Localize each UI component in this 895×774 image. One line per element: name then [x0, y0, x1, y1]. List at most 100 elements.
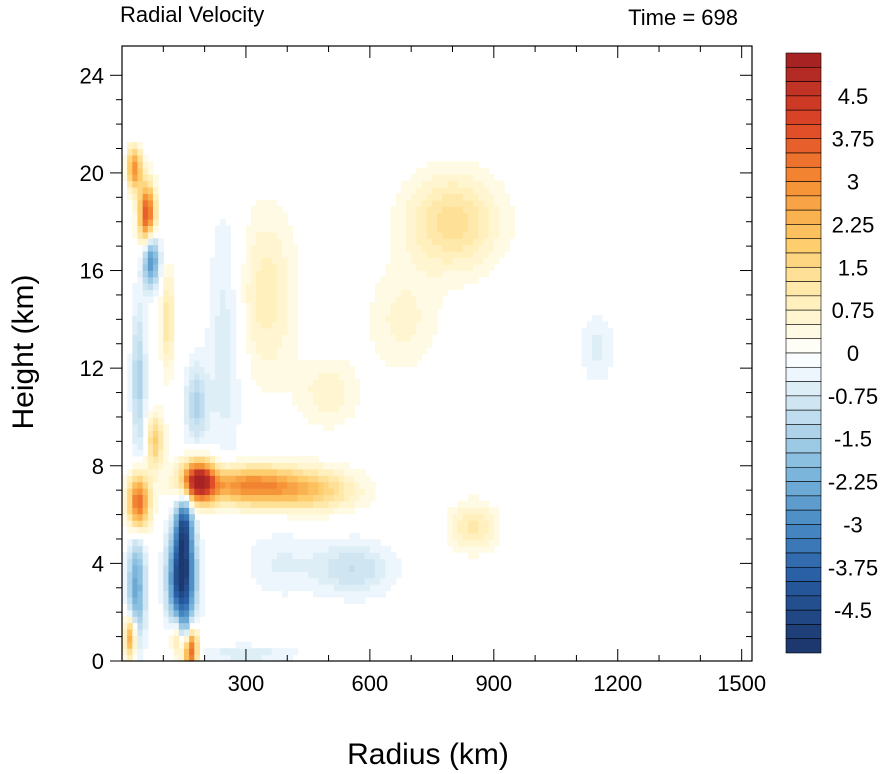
- heat-cell-82: [132, 590, 139, 598]
- heat-cell-1074: [251, 257, 257, 265]
- heat-cell-1277: [271, 199, 278, 207]
- heat-cell-1312: [276, 295, 283, 303]
- heat-cell-1073: [251, 263, 257, 271]
- heat-cell-1669: [333, 545, 340, 553]
- heat-cell-2501: [586, 353, 593, 361]
- heat-cell-1016: [245, 475, 252, 483]
- heat-cell-824: [214, 353, 221, 361]
- heat-cell-766: [209, 481, 216, 489]
- heat-cell-2490: [509, 212, 516, 220]
- heat-cell-2201: [442, 206, 448, 214]
- heat-cell-730: [204, 654, 211, 662]
- heat-cell-561: [183, 628, 190, 636]
- heat-cell-31: [127, 628, 133, 636]
- heat-cell-1686: [333, 372, 340, 380]
- heat-cell-505: [173, 590, 180, 598]
- heat-cell-555: [178, 462, 185, 470]
- heat-cell-873: [220, 327, 226, 335]
- heat-cell-1052: [251, 475, 257, 483]
- heat-cell-1036: [245, 244, 252, 252]
- heat-cell-1914: [390, 315, 397, 323]
- heat-cell-356: [152, 238, 159, 246]
- heat-cell-1808: [364, 577, 371, 585]
- heat-cell-1261: [271, 302, 278, 310]
- heat-cell-1761: [349, 411, 355, 419]
- heat-cell-560: [183, 635, 190, 643]
- heat-cell-812: [214, 430, 221, 438]
- heat-cell-602: [189, 648, 195, 656]
- heat-cell-1743: [349, 596, 355, 604]
- heat-cell-777: [209, 398, 216, 406]
- heat-cell-1376: [287, 654, 294, 662]
- heat-cell-235: [142, 552, 149, 560]
- heat-cell-1465: [292, 251, 299, 259]
- heat-cell-1179: [266, 654, 273, 662]
- heat-cell-2258: [452, 180, 459, 188]
- heat-cell-1217: [266, 263, 273, 271]
- heat-cell-75: [132, 641, 139, 649]
- heat-cell-1987: [400, 199, 407, 207]
- heat-cell-1279: [276, 648, 283, 656]
- heat-cell-2109: [426, 340, 433, 348]
- heat-cell-1213: [266, 289, 273, 297]
- heat-cell-867: [220, 366, 226, 374]
- heat-cell-2473: [498, 206, 505, 214]
- heat-cell-638: [189, 404, 195, 412]
- heat-cell-530: [178, 622, 185, 630]
- heat-cell-284: [142, 186, 149, 194]
- heat-cell-1383: [287, 552, 294, 560]
- heat-cell-1363: [282, 289, 288, 297]
- heat-cell-1945: [395, 295, 402, 303]
- heat-cell-2257: [452, 186, 459, 194]
- heat-cell-1957: [395, 218, 402, 226]
- heat-cell-219: [137, 148, 144, 156]
- heat-cell-2342: [467, 180, 474, 188]
- heat-cell-394: [158, 315, 164, 323]
- heat-cell-858: [220, 423, 226, 431]
- heat-cell-1389: [287, 500, 294, 508]
- heat-cell-973: [235, 641, 242, 649]
- heat-cell-455: [168, 609, 175, 617]
- heat-cell-1414: [287, 276, 294, 284]
- heat-cell-27: [127, 654, 133, 662]
- heat-cell-1429: [292, 552, 299, 560]
- heat-cell-916: [225, 347, 232, 355]
- heat-cell-750: [204, 385, 211, 393]
- heat-cell-989: [235, 379, 242, 387]
- heat-cell-263: [142, 321, 149, 329]
- heat-cell-698: [199, 577, 206, 585]
- heat-cell-649: [194, 641, 201, 649]
- heat-cell-1123: [256, 238, 263, 246]
- heat-cell-2270: [457, 283, 464, 291]
- heat-cell-68: [127, 174, 133, 182]
- heat-cell-193: [137, 327, 144, 335]
- heat-cell-915: [225, 353, 232, 361]
- heat-cell-93: [132, 513, 139, 521]
- heat-cell-1288: [276, 532, 283, 540]
- heat-cell-2285: [457, 186, 464, 194]
- heat-cell-1298: [276, 385, 283, 393]
- heat-cell-982: [235, 456, 242, 464]
- heat-cell-558: [183, 648, 190, 656]
- heat-cell-2251: [452, 225, 459, 233]
- heat-cell-2530: [602, 353, 609, 361]
- heat-cell-1649: [328, 468, 335, 476]
- heat-cell-227: [142, 603, 149, 611]
- heat-cell-912: [225, 372, 232, 380]
- heat-cell-1252: [271, 359, 278, 367]
- heat-cell-12: [122, 564, 128, 572]
- heat-cell-2018: [406, 186, 412, 194]
- heat-cell-1391: [287, 488, 294, 496]
- heat-cell-978: [235, 481, 242, 489]
- heat-cell-1160: [261, 315, 268, 323]
- heat-cell-1961: [395, 193, 402, 201]
- heat-cell-99: [132, 475, 139, 483]
- heat-cell-1468: [297, 577, 304, 585]
- heat-cell-1918: [390, 289, 397, 297]
- heat-cell-156: [137, 577, 144, 585]
- heat-cell-1849: [375, 334, 381, 342]
- heat-cell-1816: [364, 494, 371, 502]
- colorbar-box-35: [785, 552, 822, 568]
- heat-cell-1577: [318, 590, 324, 598]
- heat-cell-61: [127, 372, 133, 380]
